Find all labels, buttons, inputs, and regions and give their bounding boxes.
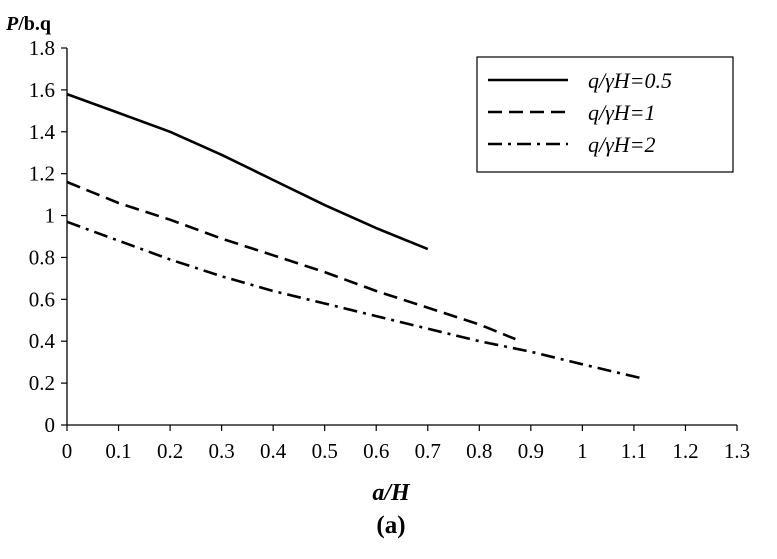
series-line-1 [66,92,429,251]
x-axis-label: a/H [372,480,411,506]
y-tick-label: 1 [45,204,56,228]
x-tick-label: 1.1 [621,439,647,463]
x-tick-label: 0.5 [312,439,338,463]
figure-caption: (a) [376,512,405,539]
x-tick-labels: 0 0.1 0.2 0.3 0.4 0.5 0.6 0.7 0.8 0.9 1 1.1 1.2 1.3 [62,439,750,463]
series-line-2 [66,180,516,341]
x-tick-label: 1.3 [724,439,750,463]
x-tick-label: 0.3 [208,439,234,463]
x-tick-label: 0.4 [260,439,287,463]
x-tick-label: 0.6 [363,439,389,463]
y-tick-label: 1.2 [29,162,55,186]
series-line-3 [66,220,645,381]
y-tick-label: 1.8 [29,36,55,60]
x-tick-label: 0.8 [466,439,492,463]
y-tick-label: 0.6 [29,287,55,311]
x-tick-label: 0.9 [518,439,544,463]
x-tick-label: 0 [62,439,73,463]
x-tick-label: 0.2 [157,439,183,463]
y-tick-label: 0 [45,413,56,437]
x-tick-label: 1.2 [672,439,698,463]
x-tick-label: 0.7 [415,439,441,463]
legend-label-3: q/γH=2 [588,132,656,157]
y-tick-label: 0.8 [29,245,55,269]
legend-label-2: q/γH=1 [588,100,656,125]
series-lines [66,92,645,381]
y-axis-label: P/b.q [5,13,51,35]
y-tick-label: 1.4 [29,120,56,144]
y-tick-labels: 0 0.2 0.4 0.6 0.8 1 1.2 1.4 1.6 1.8 [29,36,56,437]
legend-box [476,56,734,173]
y-tick-label: 1.6 [29,78,55,102]
legend-label-1: q/γH=0.5 [588,68,672,93]
y-tick-label: 0.4 [29,329,56,353]
legend: q/γH=0.5 q/γH=1 q/γH=2 [476,56,734,173]
x-tick-label: 0.1 [105,439,131,463]
axes [61,47,738,431]
x-tick-label: 1 [577,439,588,463]
y-tick-label: 0.2 [29,371,55,395]
